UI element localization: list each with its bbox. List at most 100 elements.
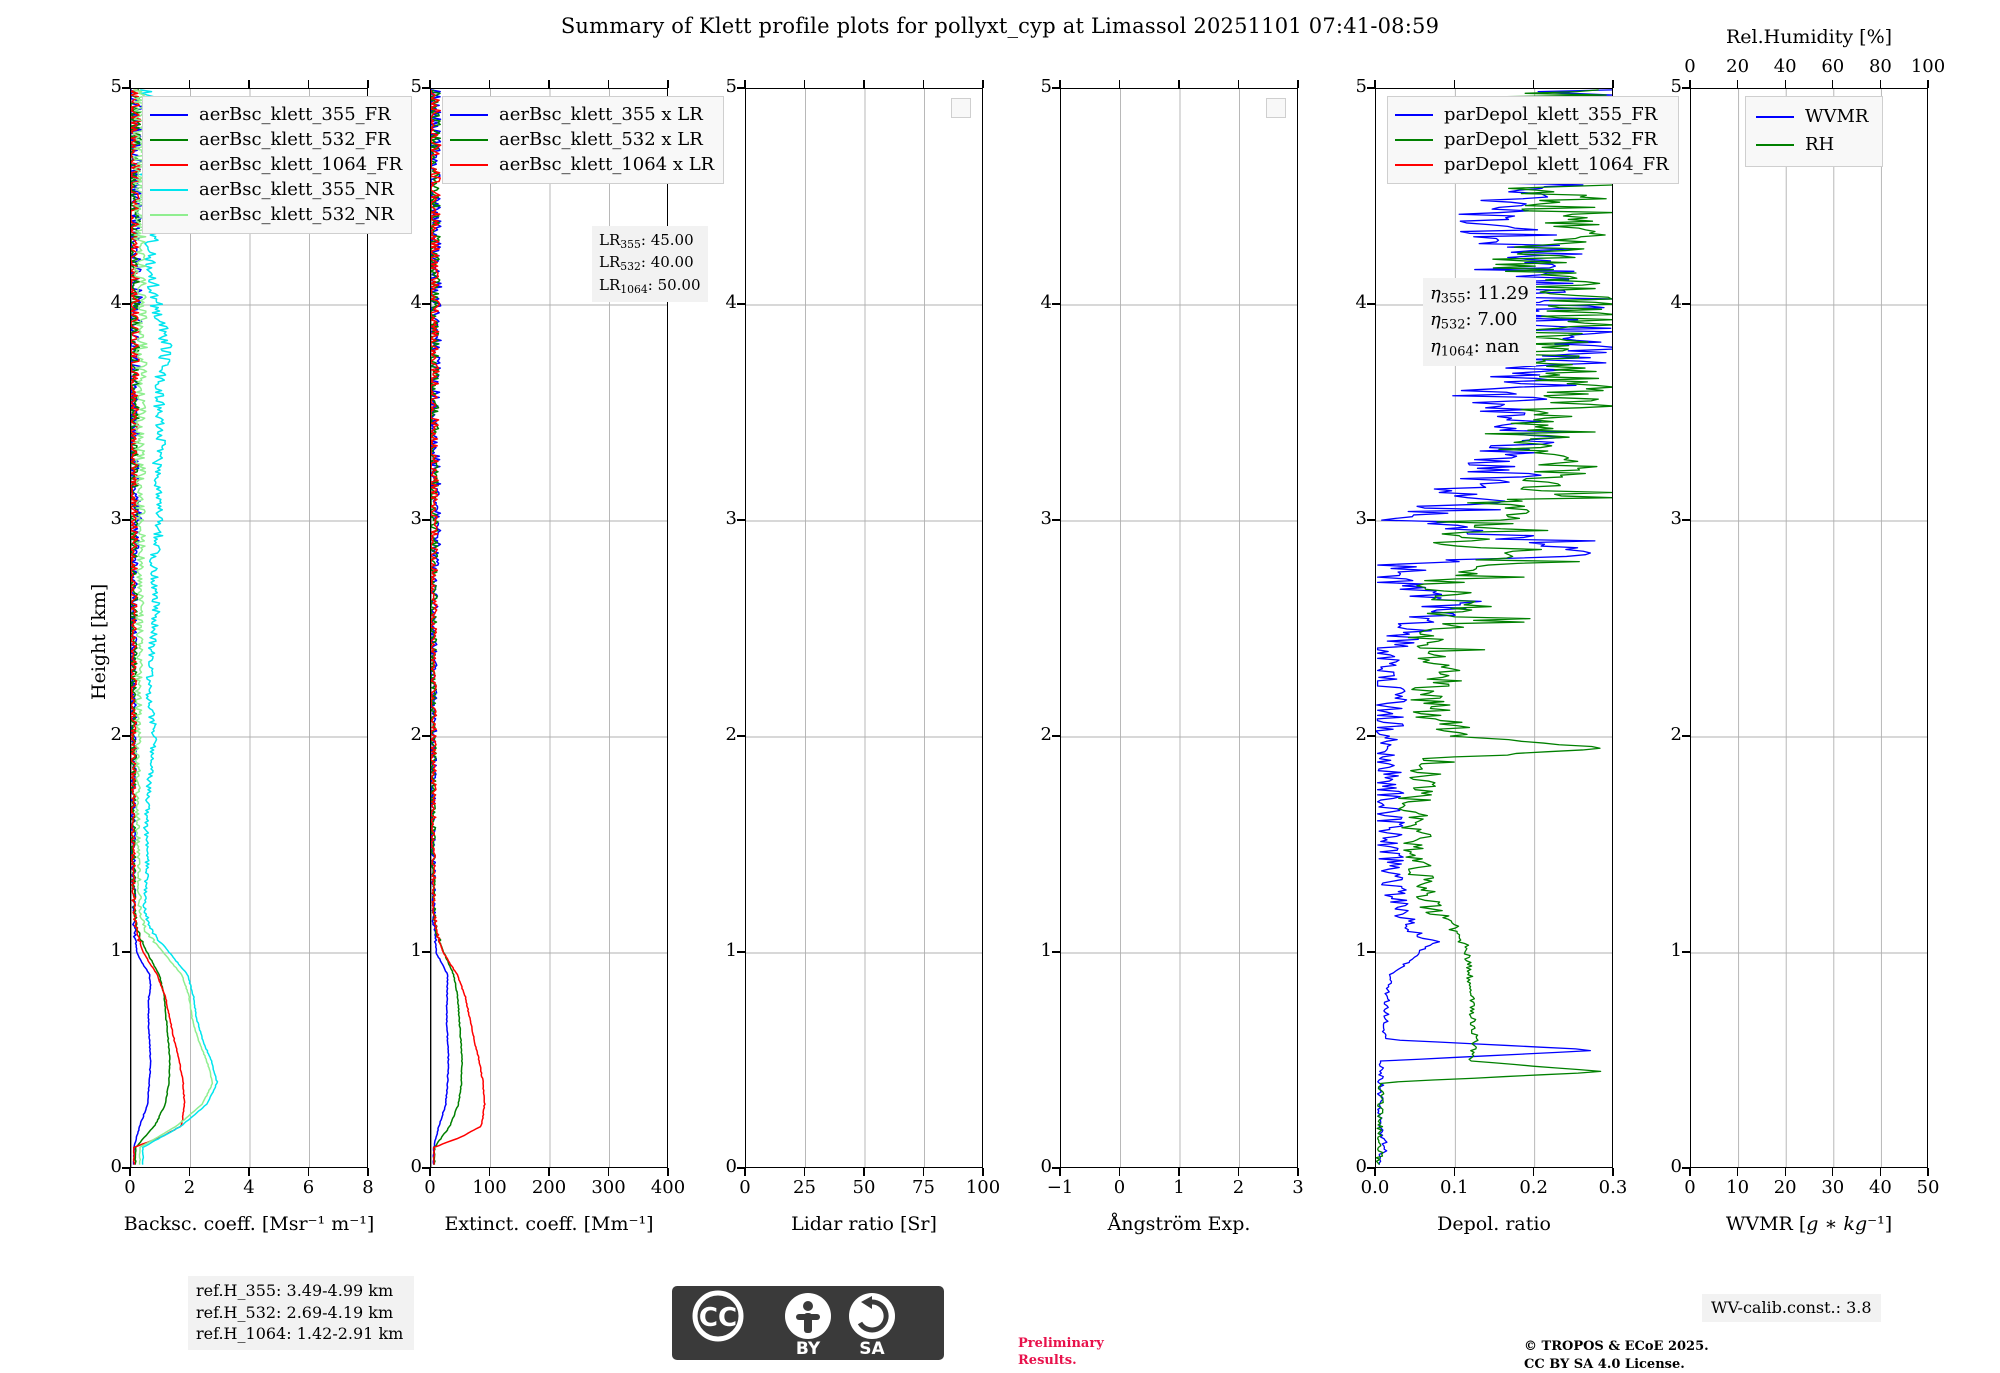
x-tick-mark [1532, 1168, 1535, 1176]
gridlines [746, 89, 982, 1167]
curve-parDepol_klett_355_FR [1376, 89, 1612, 1165]
empty-legend-angstrom-exponent[interactable] [1266, 98, 1286, 118]
y-tick-mark [422, 303, 430, 305]
y-tick-label-depolarization-ratio-2: 2 [1355, 724, 1367, 745]
legend-item-parDepol_klett_532_FR[interactable]: parDepol_klett_532_FR [1395, 127, 1669, 152]
reference-height-box: ref.H_355: 3.49-4.99 km ref.H_532: 2.69-… [188, 1276, 414, 1350]
x-tick-mark [1297, 1168, 1299, 1176]
legend-item-parDepol_klett_355_FR[interactable]: parDepol_klett_355_FR [1395, 102, 1669, 127]
legend-item-aerBsc_klett_355_NR[interactable]: aerBsc_klett_355_NR [150, 177, 402, 202]
y-tick-mark [1052, 519, 1060, 521]
x-tick-mark-top [1237, 80, 1240, 88]
gridlines [1061, 89, 1297, 1167]
x-axis-label-lidar-ratio: Lidar ratio [Sr] [791, 1213, 937, 1235]
y-tick-mark [422, 951, 430, 953]
legend-backscatter[interactable]: aerBsc_klett_355_FR aerBsc_klett_532_FR ae… [142, 96, 413, 234]
x-tick-label-depolarization-ratio-3: 0.3 [1598, 1177, 1628, 1198]
legend-item-WVMR[interactable]: WVMR [1756, 103, 1868, 131]
y-tick-label-wvmr-rh-0: 0 [1670, 1156, 1682, 1177]
y-tick-label-depolarization-ratio-1: 1 [1355, 940, 1367, 961]
x-tick-label-wvmr-rh-5: 50 [1916, 1177, 1940, 1198]
top-x-tick-label-2: 40 [1773, 56, 1797, 77]
x-tick-mark-top [548, 80, 550, 88]
y-tick-mark [1052, 303, 1060, 305]
x-tick-label-extinction-3: 300 [591, 1177, 626, 1198]
annotation-row-η-532: η532: 7.00 [1430, 308, 1529, 334]
svg-text:CC: CC [699, 1303, 737, 1333]
legend-item-aerBsc_klett_532_NR[interactable]: aerBsc_klett_532_NR [150, 202, 402, 227]
legend-item-parDepol_klett_1064_FR[interactable]: parDepol_klett_1064_FR [1395, 152, 1669, 177]
x-tick-mark [863, 1168, 865, 1176]
legend-line-swatch [150, 213, 188, 216]
legend-item-RH[interactable]: RH [1756, 131, 1868, 159]
y-tick-mark [1367, 87, 1375, 89]
x-tick-label-wvmr-rh-0: 0 [1684, 1177, 1696, 1198]
y-tick-label-angstrom-exponent-2: 2 [1040, 724, 1052, 745]
annotation-row-η-355: η355: 11.29 [1430, 282, 1529, 308]
legend-extinction[interactable]: aerBsc_klett_355 x LR aerBsc_klett_532 x … [442, 96, 725, 184]
y-tick-label-extinction-0: 0 [410, 1156, 422, 1177]
y-tick-mark [1052, 1167, 1060, 1169]
legend-label: aerBsc_klett_1064_FR [199, 153, 403, 175]
x-tick-label-backscatter-1: 2 [183, 1177, 196, 1198]
y-tick-mark [122, 1167, 130, 1169]
x-tick-mark-top [307, 80, 310, 88]
x-tick-label-wvmr-rh-3: 30 [1821, 1177, 1845, 1198]
legend-item-aerBsc_klett_355 x LR[interactable]: aerBsc_klett_355 x LR [450, 102, 714, 127]
ref-height-1064: ref.H_1064: 1.42-2.91 km [196, 1324, 404, 1344]
wv-calibration-constant-box: WV-calib.const.: 3.8 [1702, 1294, 1881, 1322]
preliminary-line-2: Results. [1018, 1352, 1077, 1368]
x-tick-label-depolarization-ratio-1: 0.1 [1440, 1177, 1469, 1198]
annotation-subscript: 1064 [1440, 344, 1474, 360]
y-tick-mark [1052, 951, 1060, 953]
legend-wvmr-rh[interactable]: WVMR RH [1745, 96, 1884, 167]
legend-label: parDepol_klett_355_FR [1444, 103, 1658, 125]
y-tick-label-wvmr-rh-5: 5 [1670, 76, 1682, 97]
ref-height-355: ref.H_355: 3.49-4.99 km [196, 1281, 394, 1300]
y-tick-label-angstrom-exponent-0: 0 [1040, 1156, 1052, 1177]
y-tick-mark [737, 87, 745, 89]
y-tick-label-backscatter-3: 3 [110, 508, 122, 529]
x-tick-label-wvmr-rh-1: 10 [1726, 1177, 1750, 1198]
x-tick-mark-top [1689, 80, 1691, 88]
annotation-value: : 11.29 [1465, 283, 1529, 304]
legend-line-swatch [150, 188, 188, 191]
x-tick-mark-top [188, 80, 191, 88]
preliminary-results-note: Preliminary Results. [1018, 1336, 1104, 1370]
legend-label: RH [1805, 134, 1835, 155]
y-tick-label-depolarization-ratio-4: 4 [1355, 292, 1367, 313]
x-tick-label-lidar-ratio-2: 50 [852, 1177, 876, 1198]
annotation-symbol: LR [599, 275, 621, 294]
y-tick-mark [737, 735, 745, 737]
x-tick-mark-top [429, 80, 431, 88]
x-tick-label-angstrom-exponent-4: 3 [1292, 1177, 1304, 1198]
y-tick-mark [1367, 303, 1375, 305]
legend-item-aerBsc_klett_355_FR[interactable]: aerBsc_klett_355_FR [150, 102, 402, 127]
x-tick-mark-top [367, 80, 369, 88]
cc-by-label: BY [796, 1339, 821, 1359]
gridlines [1376, 89, 1612, 1167]
legend-depolarization-ratio[interactable]: parDepol_klett_355_FR parDepol_klett_532_… [1387, 96, 1679, 184]
legend-item-aerBsc_klett_532 x LR[interactable]: aerBsc_klett_532 x LR [450, 127, 714, 152]
plot-curves-angstrom-exponent [1061, 89, 1297, 1167]
y-tick-mark [422, 519, 430, 521]
x-tick-label-extinction-1: 100 [472, 1177, 507, 1198]
annotation-subscript: 1064 [620, 282, 648, 296]
legend-label: aerBsc_klett_355_FR [199, 103, 391, 125]
annotation-subscript: 355 [620, 238, 641, 252]
y-tick-mark [1367, 1167, 1375, 1169]
x-tick-mark [1784, 1168, 1786, 1176]
x-tick-mark [129, 1168, 131, 1176]
legend-item-aerBsc_klett_1064 x LR[interactable]: aerBsc_klett_1064 x LR [450, 152, 714, 177]
figure-title: Summary of Klett profile plots for polly… [560, 14, 1440, 38]
empty-legend-lidar-ratio[interactable] [951, 98, 971, 118]
legend-item-aerBsc_klett_532_FR[interactable]: aerBsc_klett_532_FR [150, 127, 402, 152]
cc-license-badge[interactable]: CC BY SA [672, 1286, 944, 1360]
x-tick-mark [488, 1168, 491, 1176]
preliminary-line-1: Preliminary [1018, 1336, 1104, 1351]
annotation-value: : 45.00 [640, 231, 694, 249]
legend-item-aerBsc_klett_1064_FR[interactable]: aerBsc_klett_1064_FR [150, 152, 402, 177]
x-tick-mark-top [1736, 80, 1739, 88]
x-tick-mark [607, 1168, 610, 1176]
y-tick-label-depolarization-ratio-3: 3 [1355, 508, 1367, 529]
